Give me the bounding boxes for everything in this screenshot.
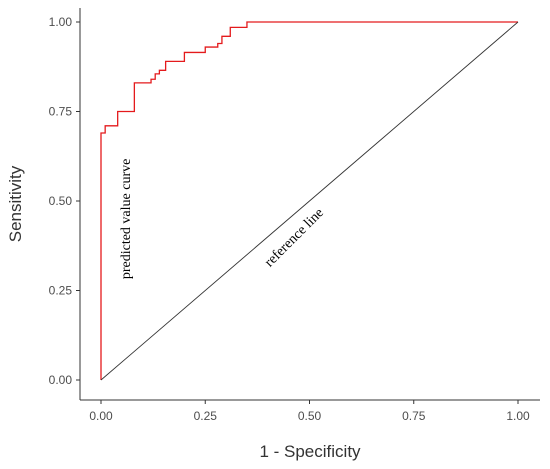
x-axis-title: 1 - Specificity [259,442,361,461]
y-axis-ticks: 0.00 0.25 0.50 0.75 1.00 [49,15,80,387]
y-axis-title: Sensitivity [6,165,25,242]
y-tick-label: 0.25 [49,284,73,298]
plot-area [100,21,519,381]
y-tick-label: 0.75 [49,105,73,119]
predicted-value-curve [100,21,518,380]
y-tick-label: 0.50 [49,194,73,208]
reference-line-annotation: reference line [262,206,327,271]
y-tick-label: 0.00 [49,373,73,387]
predicted-curve-annotation: predicted value curve [119,159,134,280]
x-tick-label: 0.75 [402,409,426,423]
x-tick-label: 0.25 [194,409,218,423]
reference-line [100,21,519,381]
x-tick-label: 1.00 [506,409,530,423]
x-tick-label: 0.00 [89,409,113,423]
y-tick-label: 1.00 [49,15,73,29]
x-tick-label: 0.50 [298,409,322,423]
x-axis-ticks: 0.00 0.25 0.50 0.75 1.00 [89,400,530,423]
